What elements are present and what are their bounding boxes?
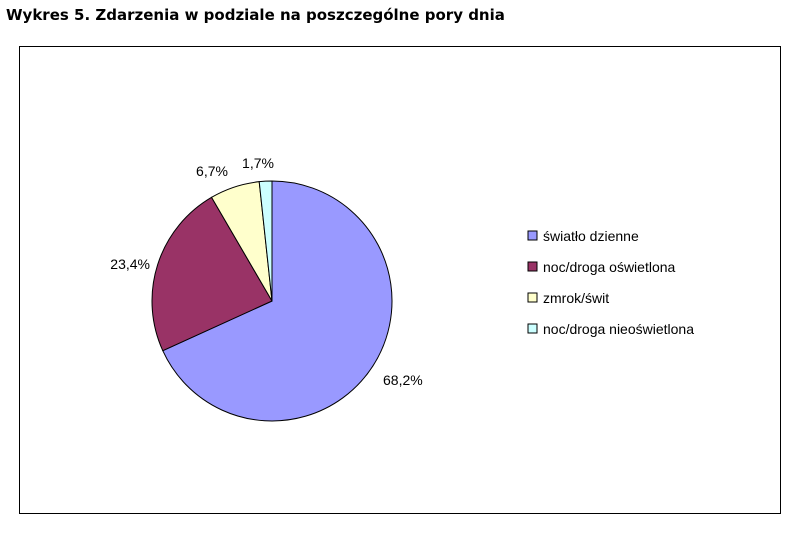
pie-slice-1 <box>162 180 393 422</box>
legend-swatch-3 <box>527 292 538 303</box>
data-label-2: 23,4% <box>110 256 150 272</box>
legend: światło dzienne noc/droga oświetlona zmrok… <box>527 228 694 337</box>
chart-frame <box>19 46 781 514</box>
data-label-3: 6,7% <box>196 163 228 179</box>
legend-label-1: światło dzienne <box>543 228 639 244</box>
legend-swatch-4 <box>527 323 538 334</box>
pie-slice-4 <box>258 180 273 302</box>
legend-label-3: zmrok/świt <box>543 290 609 306</box>
legend-swatch-2 <box>527 261 538 272</box>
legend-label-4: noc/droga nieoświetlona <box>543 321 694 337</box>
chart-title: Wykres 5. Zdarzenia w podziale na poszcz… <box>6 6 505 24</box>
pie-slice-2 <box>151 196 273 352</box>
data-label-4: 1,7% <box>242 155 274 171</box>
pie-slices <box>151 180 393 422</box>
data-label-1: 68,2% <box>383 372 423 388</box>
data-labels: 68,2% 23,4% 6,7% 1,7% <box>110 155 422 388</box>
legend-swatch-1 <box>527 230 538 241</box>
legend-label-2: noc/droga oświetlona <box>543 259 676 275</box>
